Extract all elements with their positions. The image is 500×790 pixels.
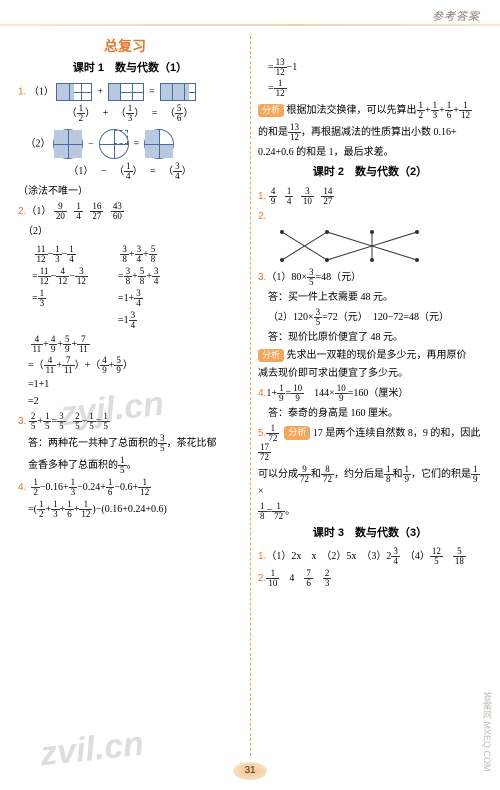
analysis-badge-2: 分析 <box>258 349 284 363</box>
grid-third <box>108 83 144 101</box>
grid-result <box>160 83 196 101</box>
rq4: 4.1+19=109 144×109=160（厘米） <box>258 384 482 403</box>
rq3-2: （2）120×35=72（元） 120−72=48（元） <box>268 308 482 327</box>
rq5-l2: 可以分成972和872，约分后是18和19，它们的积是19× <box>258 465 482 499</box>
q1-1-label: （1） <box>29 86 54 97</box>
r3q1: 1.（1）2x x （2）5x （3）234 （4）125 518 <box>258 547 482 566</box>
cont1: =1312−1 <box>268 58 482 77</box>
rq5: 5.172 分析 17 是两个连续自然数 8，9 的和，因此1772 <box>258 424 482 462</box>
right-column: =1312−1 =112 分析 根据加法交换律，可以先算出12+13+16+11… <box>250 56 490 756</box>
q1-1-expr: （12） + （13） = （56） <box>18 104 242 123</box>
q1-2-row: （2） − = <box>18 129 242 159</box>
left-column: 课时 1 数与代数（1） 1. （1） + = （12） + （13） = （5… <box>10 56 250 756</box>
analysis1-l2: 的和是1312，再根据减法的性质算出小数 0.16+ <box>258 123 482 142</box>
analysis1-l3: 0.24+0.6 的和是 1，最后求差。 <box>258 145 482 160</box>
analysis1: 分析 根据加法交换律，可以先算出12+13+16+112 <box>258 101 482 120</box>
r3q2: 2.110 4 76 23 <box>258 569 482 588</box>
analysis-badge-3: 分析 <box>284 426 310 440</box>
circle-quarter <box>99 129 129 159</box>
lesson2-title: 课时 2 数与代数（2） <box>258 164 482 181</box>
analysis2-l2: 减去现价即可求出便宜了多少元。 <box>258 366 482 381</box>
q2-2-eqs: 1112−13−14 =1112−412−312 =13 38+34+58 =3… <box>32 242 242 333</box>
rq3-1: 3.（1）80×35=48（元） <box>258 268 482 287</box>
grid-half <box>56 83 92 101</box>
q2-3-l2: =（411+711）+（49+59） <box>28 356 242 375</box>
rq1: 1. 49 14 310 1427 <box>258 187 482 206</box>
q1-num: 1. <box>18 86 26 97</box>
q4-l2: =(12+13+16+112)−(0.16+0.24+0.6) <box>28 500 242 519</box>
shade-note: （涂法不唯一） <box>18 184 242 199</box>
rq2: 2. <box>258 209 482 224</box>
rq5-l3: 18=172。 <box>258 502 482 521</box>
cont2: =112 <box>268 79 482 98</box>
main-title: 总复习 <box>0 36 250 56</box>
analysis2: 分析 先求出一双鞋的现价是多少元，再用原价 <box>258 348 482 363</box>
header-underline <box>0 24 500 26</box>
q2-3-l3: =1+1 <box>28 377 242 392</box>
corner-watermark: 答案网 MXEQ.COM <box>481 692 494 772</box>
q4-l1: 4. 12−0.16+13−0.24+16−0.6+112 <box>18 478 242 497</box>
content-columns: 课时 1 数与代数（1） 1. （1） + = （12） + （13） = （5… <box>10 56 490 756</box>
lesson3-title: 课时 3 数与代数（3） <box>258 525 482 542</box>
q1-2-expr: （1） − （14） = （34） <box>18 162 242 181</box>
rq4-ans: 答：泰奇的身高是 160 厘米。 <box>268 406 482 421</box>
rq3-2-ans: 答：现价比原价便宜了 48 元。 <box>268 330 482 345</box>
cross-diagram <box>272 227 432 265</box>
header-text: 参考答案 <box>432 8 480 24</box>
analysis-badge: 分析 <box>258 104 284 118</box>
q1-2-label: （2） <box>26 138 51 149</box>
q1-row: 1. （1） + = <box>18 83 242 101</box>
q3: 3. 25+15=35 25−15=15 <box>18 412 242 431</box>
q2-3-top: 411+49+59+711 <box>28 335 242 354</box>
page-number: 31 <box>233 762 267 780</box>
rq3-1-ans: 答：买一件上衣需要 48 元。 <box>268 290 482 305</box>
q3-ans1: 答：两种花一共种了总面积的35，茶花比郁 <box>28 434 242 453</box>
q3-ans2: 金香多种了总面积的15。 <box>28 456 242 475</box>
lesson1-title: 课时 1 数与代数（1） <box>18 60 242 77</box>
circle-three-quarter <box>144 129 174 159</box>
circle-full <box>53 129 83 159</box>
q2-2-label: （2） <box>18 224 242 239</box>
q2-1: 2.（1） 920 14 1627 4360 <box>18 202 242 221</box>
q2-3-l4: =2 <box>28 394 242 409</box>
